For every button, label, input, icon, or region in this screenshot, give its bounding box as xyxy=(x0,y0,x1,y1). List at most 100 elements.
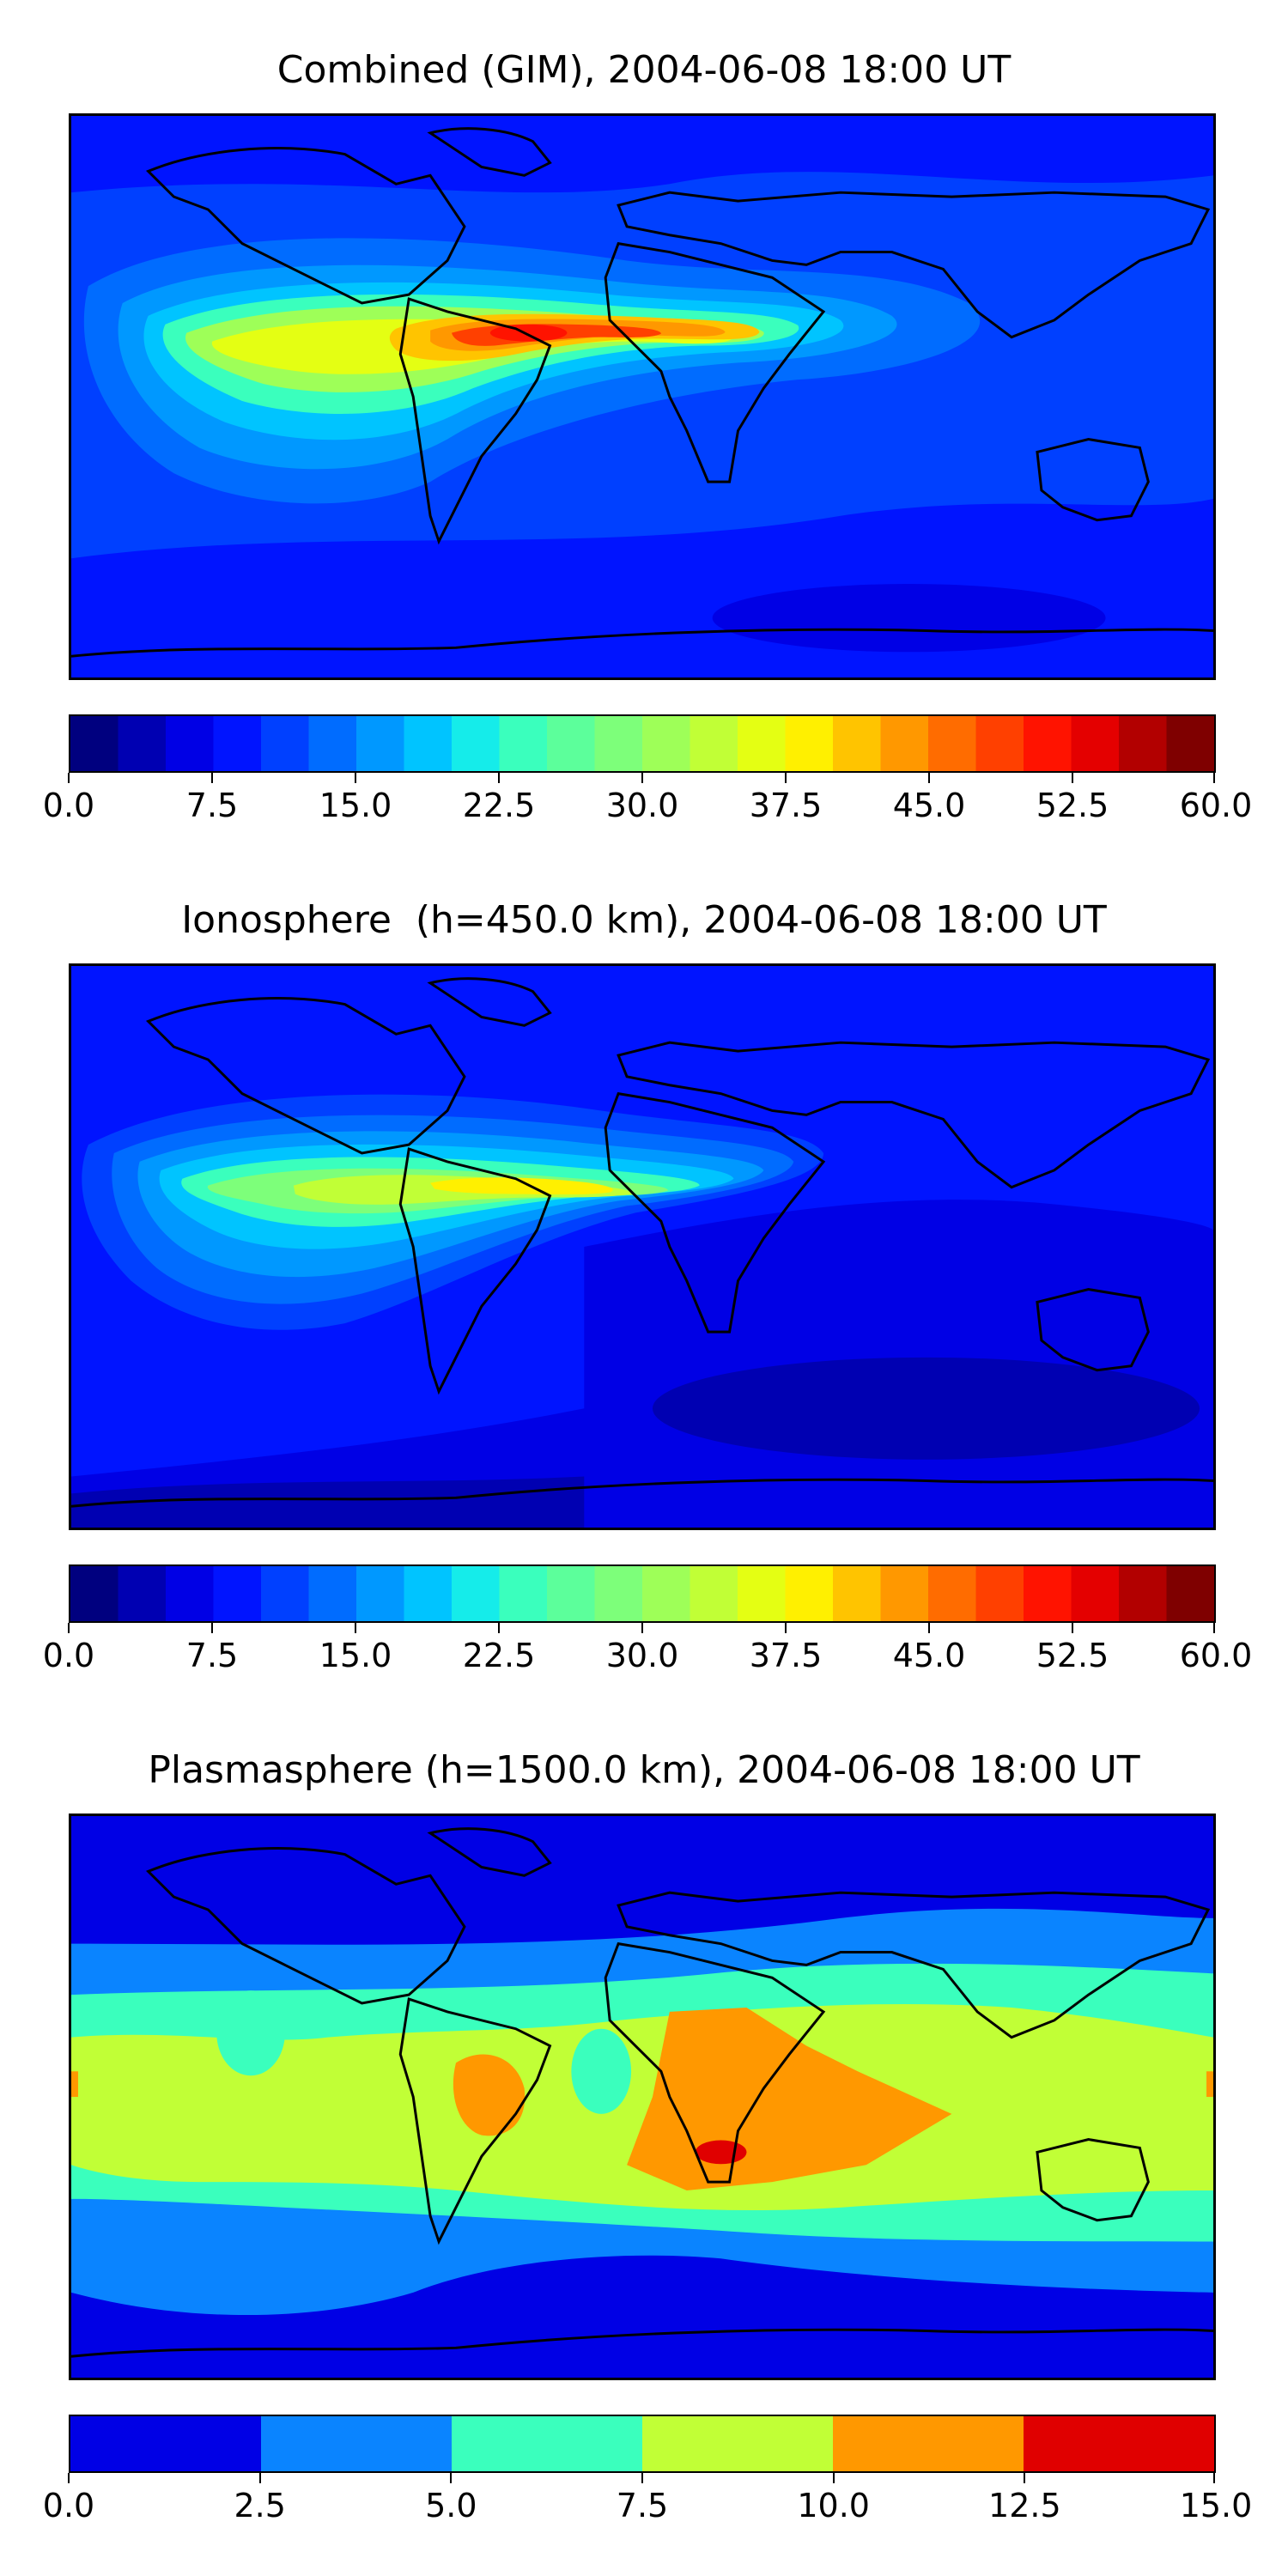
colorbar-tick-label: 7.5 xyxy=(185,787,239,824)
colorbar-tick-label: 37.5 xyxy=(749,1637,823,1674)
colorbar-segment xyxy=(690,716,738,771)
panel-1-field xyxy=(71,116,1213,677)
colorbar-segment xyxy=(166,716,215,771)
colorbar-segment xyxy=(261,1566,310,1621)
colorbar-tick xyxy=(450,2473,453,2483)
colorbar-tick-label: 22.5 xyxy=(462,1637,536,1674)
colorbar-segment xyxy=(833,1566,882,1621)
colorbar-segment xyxy=(261,2416,453,2471)
panel-1-coastlines xyxy=(71,127,1213,658)
panel-3-field xyxy=(71,1816,1213,2378)
colorbar-tick-label: 60.0 xyxy=(1179,787,1253,824)
colorbar-segment xyxy=(118,716,167,771)
colorbar-segment xyxy=(308,716,357,771)
colorbar-tick xyxy=(1213,2473,1215,2483)
colorbar-tick xyxy=(355,773,356,783)
colorbar-tick-label: 52.5 xyxy=(1036,787,1109,824)
colorbar-segment xyxy=(308,1566,357,1621)
colorbar-tick-label: 0.0 xyxy=(42,787,95,824)
colorbar-segment xyxy=(547,716,596,771)
colorbar-tick xyxy=(785,1623,787,1633)
colorbar-segment xyxy=(213,716,262,771)
colorbar-segment xyxy=(975,1566,1024,1621)
colorbar-segment xyxy=(547,1566,596,1621)
panel-3-colorbar xyxy=(69,2415,1216,2473)
colorbar-segment xyxy=(452,1566,501,1621)
colorbar-tick-label: 7.5 xyxy=(616,2487,669,2524)
colorbar-segment xyxy=(499,1566,548,1621)
panel-2-coastlines xyxy=(71,977,1213,1508)
panel-2-colorbar xyxy=(69,1564,1216,1623)
colorbar-tick-label: 45.0 xyxy=(892,1637,966,1674)
colorbar-tick-label: 37.5 xyxy=(749,787,823,824)
colorbar-tick-label: 30.0 xyxy=(605,1637,679,1674)
colorbar-segment xyxy=(975,716,1024,771)
colorbar-tick xyxy=(928,773,930,783)
colorbar-tick xyxy=(68,2473,70,2483)
panel-2-colorbar-ticks: 0.0 7.5 15.0 22.5 30.0 37.5 45.0 52.5 60.0 xyxy=(43,1623,1252,1674)
colorbar-segment xyxy=(880,716,929,771)
colorbar-segment xyxy=(785,1566,834,1621)
panel-2-field xyxy=(71,966,1213,1528)
colorbar-segment xyxy=(642,2416,834,2471)
colorbar-segment xyxy=(928,716,977,771)
colorbar-segment xyxy=(880,1566,929,1621)
colorbar-tick xyxy=(928,1623,930,1633)
panel-2-title: Ionosphere (h=450.0 km), 2004-06-08 18:0… xyxy=(181,898,1107,942)
colorbar-segment xyxy=(404,1566,453,1621)
colorbar-segment xyxy=(1024,716,1072,771)
panel-1-title: Combined (GIM), 2004-06-08 18:00 UT xyxy=(276,48,1012,92)
colorbar-segment xyxy=(594,1566,643,1621)
colorbar-segment xyxy=(70,1566,119,1621)
colorbar-tick-label: 7.5 xyxy=(185,1637,239,1674)
colorbar-segment xyxy=(356,1566,405,1621)
colorbar-tick-label: 12.5 xyxy=(988,2487,1061,2524)
colorbar-tick-label: 15.0 xyxy=(1179,2487,1253,2524)
colorbar-tick-label: 22.5 xyxy=(462,787,536,824)
colorbar-segment xyxy=(452,2416,643,2471)
colorbar-segment xyxy=(452,716,501,771)
colorbar-tick-label: 0.0 xyxy=(42,1637,95,1674)
colorbar-tick xyxy=(1024,2473,1026,2483)
colorbar-segment xyxy=(118,1566,167,1621)
colorbar-tick xyxy=(498,773,500,783)
colorbar-segment xyxy=(1119,1566,1168,1621)
colorbar-tick xyxy=(211,1623,213,1633)
colorbar-segment xyxy=(833,716,882,771)
colorbar-segment xyxy=(690,1566,738,1621)
colorbar-tick xyxy=(68,773,70,783)
colorbar-segment xyxy=(738,1566,787,1621)
colorbar-segment xyxy=(166,1566,215,1621)
colorbar-tick xyxy=(1213,1623,1215,1633)
colorbar-segment xyxy=(1166,1566,1214,1621)
colorbar-segment xyxy=(1024,2416,1214,2471)
colorbar-tick-label: 10.0 xyxy=(797,2487,870,2524)
colorbar-tick xyxy=(1213,773,1215,783)
colorbar-tick-label: 2.5 xyxy=(234,2487,286,2524)
panel-2-map xyxy=(69,963,1216,1530)
colorbar-segment xyxy=(642,1566,691,1621)
colorbar-segment xyxy=(594,716,643,771)
colorbar-tick-label: 15.0 xyxy=(319,1637,392,1674)
colorbar-segment xyxy=(213,1566,262,1621)
colorbar-segment xyxy=(1071,1566,1120,1621)
colorbar-tick xyxy=(258,2473,261,2483)
panel-1-map xyxy=(69,113,1216,680)
colorbar-tick-label: 0.0 xyxy=(42,2487,95,2524)
colorbar-tick-label: 52.5 xyxy=(1036,1637,1109,1674)
colorbar-tick xyxy=(1072,1623,1073,1633)
colorbar-tick xyxy=(785,773,787,783)
colorbar-segment xyxy=(928,1566,977,1621)
panel-3-title: Plasmasphere (h=1500.0 km), 2004-06-08 1… xyxy=(148,1748,1140,1792)
colorbar-segment xyxy=(1024,1566,1072,1621)
colorbar-segment xyxy=(738,716,787,771)
colorbar-segment xyxy=(642,716,691,771)
colorbar-tick-label: 15.0 xyxy=(319,787,392,824)
colorbar-segment xyxy=(1071,716,1120,771)
colorbar-tick xyxy=(641,2473,643,2483)
colorbar-tick-label: 60.0 xyxy=(1179,1637,1253,1674)
colorbar-tick-label: 30.0 xyxy=(605,787,679,824)
colorbar-segment xyxy=(404,716,453,771)
panel-3-map xyxy=(69,1814,1216,2380)
colorbar-tick xyxy=(355,1623,356,1633)
